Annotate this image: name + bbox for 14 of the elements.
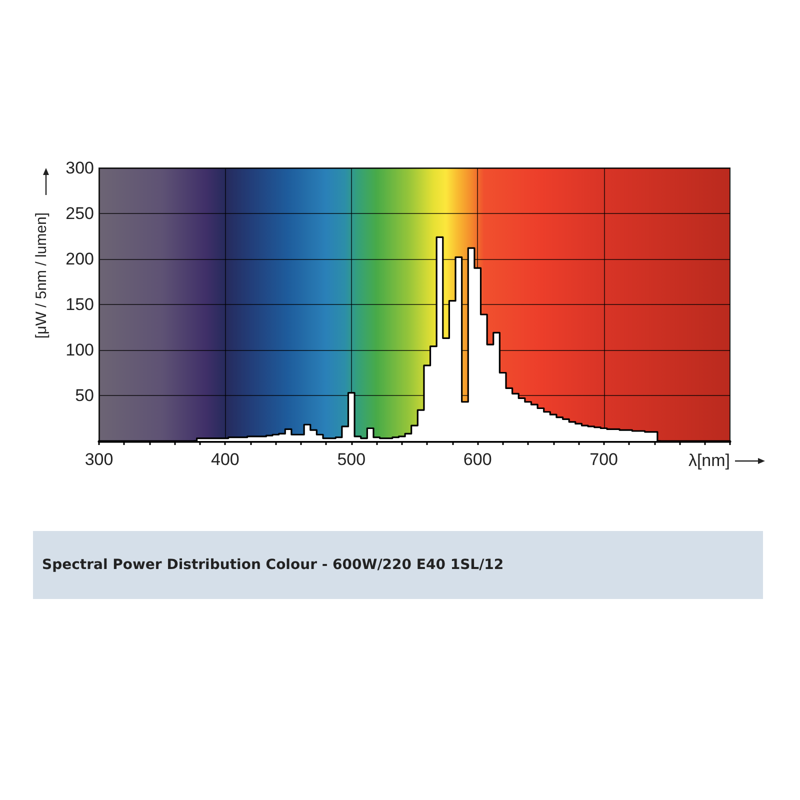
x-tick-label: 300	[84, 450, 114, 469]
x-tick-label: 600	[463, 450, 492, 469]
y-tick-label: 150	[66, 295, 94, 314]
y-tick-label: 200	[66, 250, 94, 268]
y-tick-label: 250	[66, 204, 94, 223]
y-axis-title: [μW / 5nm / lumen]	[33, 212, 50, 339]
x-tick-label: 400	[211, 450, 240, 469]
y-tick-label: 100	[66, 340, 94, 360]
y-tick-label: 300	[66, 158, 94, 178]
caption-panel: Spectral Power Distribution Colour - 600W/220 E40 1SL/12	[33, 531, 763, 599]
x-tick-label: 500	[337, 450, 366, 469]
x-axis-title: λ[nm]	[688, 451, 730, 470]
y-tick-label: 50	[75, 386, 94, 405]
x-tick-label: 700	[590, 450, 618, 469]
